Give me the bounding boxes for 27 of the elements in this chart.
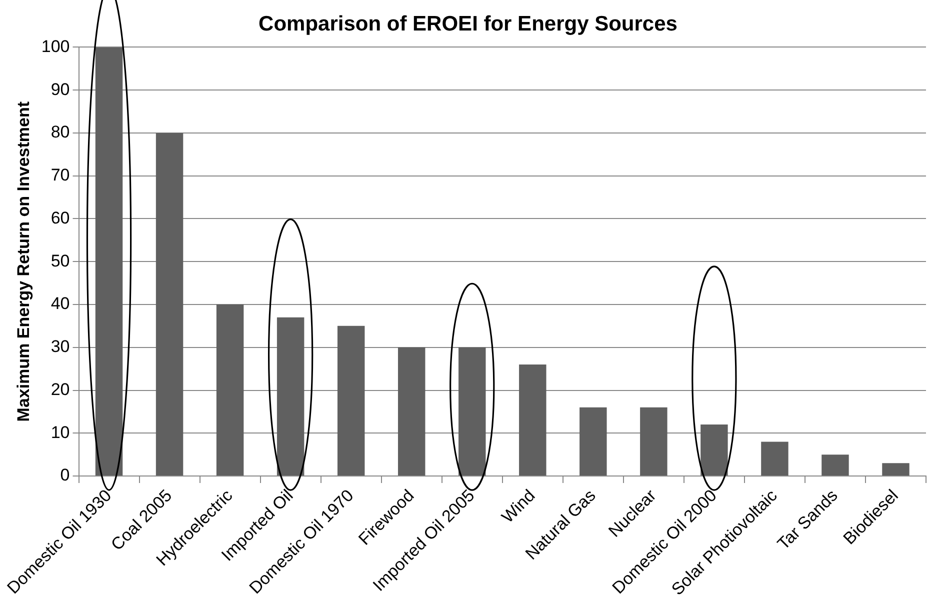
bar: [519, 364, 546, 476]
chart-title: Comparison of EROEI for Energy Sources: [258, 12, 678, 36]
bar: [822, 454, 849, 476]
bar: [95, 47, 123, 476]
y-tick-label: 90: [50, 80, 70, 99]
y-tick-label: 100: [41, 36, 70, 56]
bar: [640, 407, 668, 476]
y-tick-label: 70: [50, 166, 70, 185]
bar: [216, 304, 244, 476]
y-tick-label: 0: [60, 466, 70, 485]
y-tick-label: 50: [50, 251, 70, 270]
bar: [337, 326, 365, 476]
bar: [580, 407, 607, 476]
bar: [700, 424, 728, 476]
bar: [276, 317, 304, 476]
bar: [458, 347, 486, 476]
bar: [882, 463, 910, 476]
bar: [398, 347, 426, 476]
y-tick-label: 30: [50, 337, 70, 356]
y-axis-title: Maximum Energy Return on Investment: [14, 101, 33, 422]
y-tick-label: 40: [50, 294, 70, 314]
bar: [761, 442, 788, 476]
bar: [156, 132, 184, 476]
y-tick-label: 60: [50, 208, 70, 228]
y-tick-label: 20: [50, 380, 70, 399]
y-tick-label: 80: [50, 122, 70, 142]
y-tick-label: 10: [50, 422, 70, 442]
